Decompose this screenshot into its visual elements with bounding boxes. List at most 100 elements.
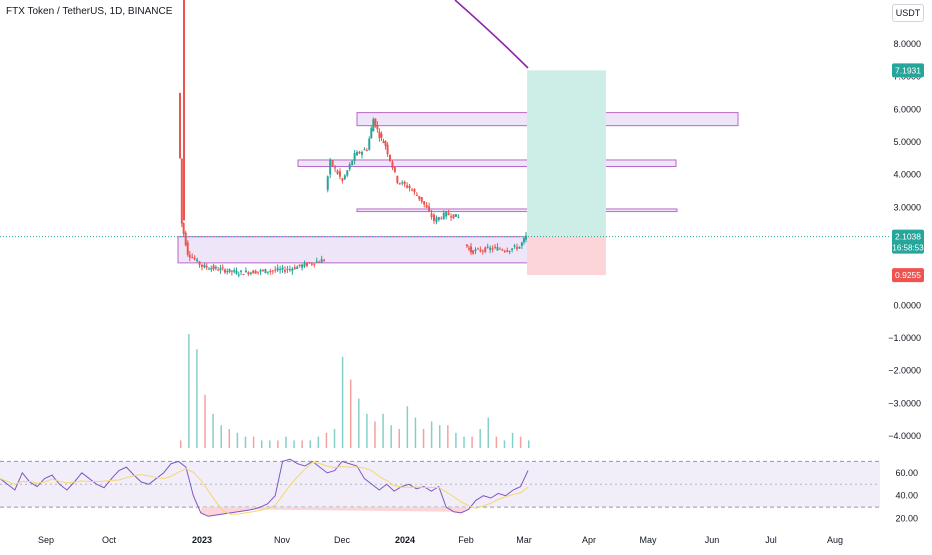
candle-body <box>208 268 210 270</box>
candle-body <box>484 247 487 252</box>
x-tick-label: Dec <box>334 535 351 545</box>
candle-body <box>398 183 401 185</box>
volume-bar <box>382 413 384 448</box>
y-tick-label: −2.0000 <box>888 366 921 376</box>
x-tick-label: Nov <box>274 535 291 545</box>
volume-bar <box>325 432 328 448</box>
volume-bar <box>204 394 206 448</box>
candle-body <box>343 175 346 179</box>
candle-body <box>198 261 201 265</box>
volume-bar <box>358 398 360 448</box>
volume-bar <box>293 440 295 448</box>
candle-body <box>481 250 484 252</box>
volume-bar <box>455 432 457 448</box>
stop-price-label: 0.9255 <box>895 270 921 280</box>
candle-body <box>411 189 413 191</box>
rsi-tick-label: 60.00 <box>895 468 918 478</box>
candle-body <box>351 160 354 165</box>
volume-bar <box>252 436 255 448</box>
candle-body <box>408 185 411 189</box>
candle-body <box>511 248 514 250</box>
candle-body <box>221 267 224 269</box>
upper-curve-layer <box>454 0 529 69</box>
rsi-ma-line <box>0 461 529 515</box>
x-tick-label: Jun <box>705 535 720 545</box>
candle-body <box>252 270 255 274</box>
candle-body <box>293 267 296 270</box>
x-tick-label: Jul <box>765 535 777 545</box>
candle-body <box>384 141 387 146</box>
candle-body <box>457 216 460 218</box>
candle-body <box>291 268 294 271</box>
candle-body <box>224 269 227 273</box>
x-tick-label: Oct <box>102 535 117 545</box>
candle-body <box>524 235 527 240</box>
candle-body <box>271 270 274 272</box>
candle-body <box>191 257 194 259</box>
candle-body <box>380 133 383 138</box>
x-tick-label: Aug <box>827 535 843 545</box>
volume-bar <box>317 436 320 448</box>
candle-body <box>442 212 445 219</box>
position-stop-box <box>527 236 606 276</box>
candle-body <box>203 264 206 268</box>
candle-body <box>269 271 272 273</box>
candle-body <box>257 271 260 273</box>
candle-body <box>296 266 299 269</box>
candle-body <box>264 269 267 274</box>
candle-body <box>308 262 311 264</box>
candle-body <box>200 264 203 267</box>
candle-body <box>266 271 269 273</box>
candle-body <box>320 259 323 263</box>
candle-body <box>262 270 265 272</box>
volume-bar <box>236 432 239 448</box>
volume-bar <box>398 429 401 448</box>
rsi-tick-label: 20.00 <box>895 514 918 524</box>
candle-body <box>382 141 385 143</box>
candle-body <box>242 274 245 276</box>
candle-body <box>489 247 492 250</box>
candle-body <box>506 250 509 252</box>
candle-body <box>219 268 222 271</box>
candle-body <box>425 205 428 208</box>
candle-body <box>346 170 349 176</box>
candle-body <box>447 213 450 216</box>
candle-body <box>274 269 277 271</box>
x-tick-label: 2024 <box>395 535 415 545</box>
candle-body <box>389 154 392 161</box>
candle-body <box>491 248 494 250</box>
y-tick-label: −3.0000 <box>888 398 921 408</box>
candle-body <box>470 246 473 253</box>
candle-body <box>358 151 361 154</box>
candle-body <box>465 244 468 247</box>
volume-bar <box>414 417 417 448</box>
candle-body <box>356 151 359 156</box>
candle-body <box>338 171 341 177</box>
candle-body <box>513 245 516 247</box>
candle-body <box>452 214 455 219</box>
candle-body <box>188 254 191 258</box>
candle-body <box>286 268 289 270</box>
candle-body <box>281 267 284 270</box>
currency-button[interactable]: USDT <box>892 4 924 22</box>
candle-body <box>396 176 399 183</box>
candle-body <box>386 144 389 155</box>
volume-bar <box>212 413 214 448</box>
upper-curve <box>454 0 529 69</box>
candle-body <box>479 249 482 252</box>
candle-body <box>494 246 497 248</box>
support-zone <box>297 159 677 167</box>
candle-body <box>467 248 470 250</box>
rsi-oversold-fill <box>200 507 469 517</box>
rsi-line <box>0 458 529 517</box>
candle-body <box>228 268 231 272</box>
volume-bar <box>244 436 247 448</box>
candle-body <box>437 217 440 220</box>
rsi-tick-label: 40.00 <box>895 491 918 501</box>
candle-body <box>432 214 435 221</box>
volume-bar <box>503 440 506 448</box>
candle-body <box>368 138 371 150</box>
candle-body <box>498 248 501 250</box>
